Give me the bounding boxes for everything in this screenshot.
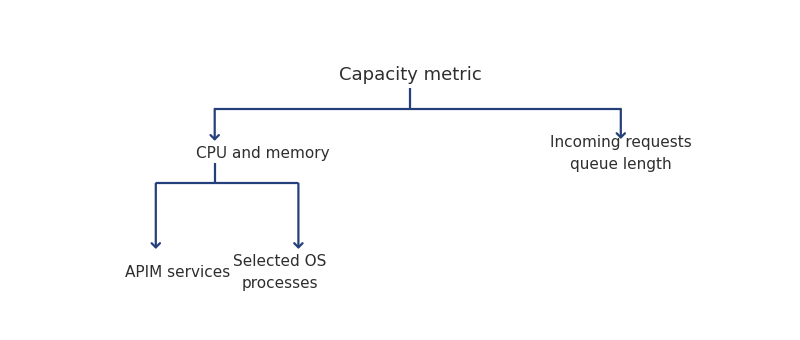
- Text: Incoming requests
queue length: Incoming requests queue length: [550, 135, 692, 172]
- Text: Selected OS
processes: Selected OS processes: [233, 254, 326, 291]
- Text: APIM services: APIM services: [125, 265, 230, 280]
- Text: Capacity metric: Capacity metric: [338, 66, 482, 84]
- Text: CPU and memory: CPU and memory: [196, 146, 330, 161]
